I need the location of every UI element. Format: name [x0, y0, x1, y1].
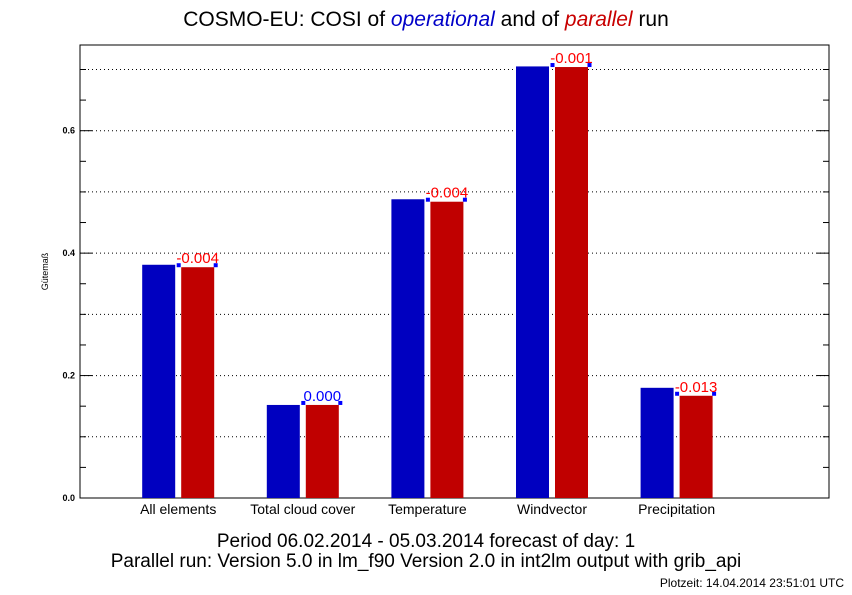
y-tick-label: 0.4 — [62, 248, 75, 258]
bar-parallel — [679, 395, 713, 498]
category-label: Precipitation — [638, 501, 715, 517]
diff-marker — [176, 263, 181, 268]
title-prefix: COSMO-EU: COSI of — [183, 8, 391, 31]
y-tick-label: 0.2 — [62, 371, 75, 381]
category-label: Total cloud cover — [250, 501, 355, 517]
diff-marker — [425, 197, 430, 202]
y-tick-label: 0.0 — [62, 493, 75, 503]
diff-marker — [338, 400, 343, 405]
bar-operational — [142, 264, 176, 498]
diff-label: -0.004 — [176, 250, 219, 267]
bar-operational — [516, 66, 549, 499]
period-caption: Period 06.02.2014 - 05.03.2014 forecast … — [216, 531, 636, 552]
bar-parallel — [305, 404, 339, 498]
title-operational: operational — [390, 8, 495, 31]
diff-marker — [587, 63, 592, 68]
title-parallel: parallel — [564, 8, 633, 31]
plot-time: Plotzeit: 14.04.2014 23:51:01 UTC — [659, 576, 844, 590]
diff-marker — [712, 391, 717, 396]
y-axis-label: Gütemaß — [40, 252, 50, 290]
y-tick-label: 0.6 — [62, 126, 75, 136]
title-middle: and of — [494, 8, 565, 31]
diff-label: 0.000 — [304, 388, 342, 405]
diff-marker — [675, 391, 680, 396]
diff-marker — [213, 263, 218, 268]
bar-parallel — [555, 67, 588, 498]
diff-label: -0.013 — [675, 379, 718, 396]
title-suffix: run — [632, 8, 669, 31]
bar-operational — [640, 387, 674, 498]
bar-operational — [391, 199, 425, 498]
category-label: Windvector — [517, 501, 587, 517]
diff-marker — [462, 197, 467, 202]
bar-parallel — [181, 267, 215, 498]
diff-marker — [301, 400, 306, 405]
bar-parallel — [430, 201, 464, 499]
category-label: Temperature — [388, 501, 467, 517]
diff-label: -0.001 — [550, 50, 593, 67]
chart-title: COSMO-EU: COSI of operational and of par… — [0, 8, 852, 32]
diff-marker — [550, 63, 555, 68]
diff-label: -0.004 — [426, 185, 469, 202]
category-label: All elements — [140, 501, 216, 517]
bar-operational — [266, 404, 300, 498]
parallel-run-caption: Parallel run: Version 5.0 in lm_f90 Vers… — [110, 551, 742, 572]
